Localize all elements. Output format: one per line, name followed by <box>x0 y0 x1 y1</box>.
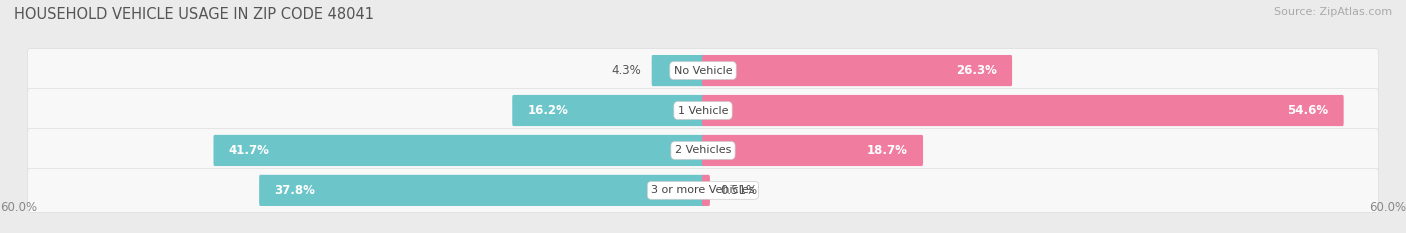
Text: No Vehicle: No Vehicle <box>673 65 733 75</box>
FancyBboxPatch shape <box>702 175 710 206</box>
FancyBboxPatch shape <box>702 135 922 166</box>
Text: 37.8%: 37.8% <box>274 184 315 197</box>
Text: 0.51%: 0.51% <box>721 184 758 197</box>
Text: 16.2%: 16.2% <box>527 104 568 117</box>
Text: 60.0%: 60.0% <box>1369 201 1406 214</box>
Text: 41.7%: 41.7% <box>229 144 270 157</box>
FancyBboxPatch shape <box>652 55 704 86</box>
Text: 3 or more Vehicles: 3 or more Vehicles <box>651 185 755 195</box>
Text: 18.7%: 18.7% <box>868 144 908 157</box>
Text: 2 Vehicles: 2 Vehicles <box>675 145 731 155</box>
FancyBboxPatch shape <box>512 95 704 126</box>
FancyBboxPatch shape <box>259 175 704 206</box>
Text: HOUSEHOLD VEHICLE USAGE IN ZIP CODE 48041: HOUSEHOLD VEHICLE USAGE IN ZIP CODE 4804… <box>14 7 374 22</box>
FancyBboxPatch shape <box>28 168 1378 212</box>
FancyBboxPatch shape <box>702 55 1012 86</box>
FancyBboxPatch shape <box>28 49 1378 93</box>
Text: Source: ZipAtlas.com: Source: ZipAtlas.com <box>1274 7 1392 17</box>
Text: 26.3%: 26.3% <box>956 64 997 77</box>
FancyBboxPatch shape <box>28 128 1378 172</box>
Text: 54.6%: 54.6% <box>1288 104 1329 117</box>
FancyBboxPatch shape <box>702 95 1344 126</box>
Text: 4.3%: 4.3% <box>612 64 641 77</box>
FancyBboxPatch shape <box>28 89 1378 133</box>
Text: 60.0%: 60.0% <box>0 201 37 214</box>
Text: 1 Vehicle: 1 Vehicle <box>678 106 728 116</box>
FancyBboxPatch shape <box>214 135 704 166</box>
